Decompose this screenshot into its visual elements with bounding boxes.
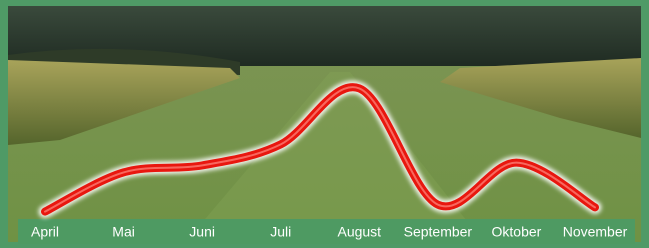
- background-photo: [8, 6, 641, 242]
- label-bar: [18, 219, 635, 244]
- x-tick-label: November: [563, 224, 628, 240]
- x-tick-label: Mai: [112, 224, 135, 240]
- x-tick-label: Juni: [189, 224, 215, 240]
- x-tick-label: September: [404, 224, 473, 240]
- x-tick-label: Oktober: [492, 224, 542, 240]
- chart: April Mai Juni Juli August September Oktober No…: [0, 0, 649, 248]
- x-tick-label: April: [31, 224, 59, 240]
- x-tick-label: August: [337, 224, 381, 240]
- x-tick-label: Juli: [270, 224, 291, 240]
